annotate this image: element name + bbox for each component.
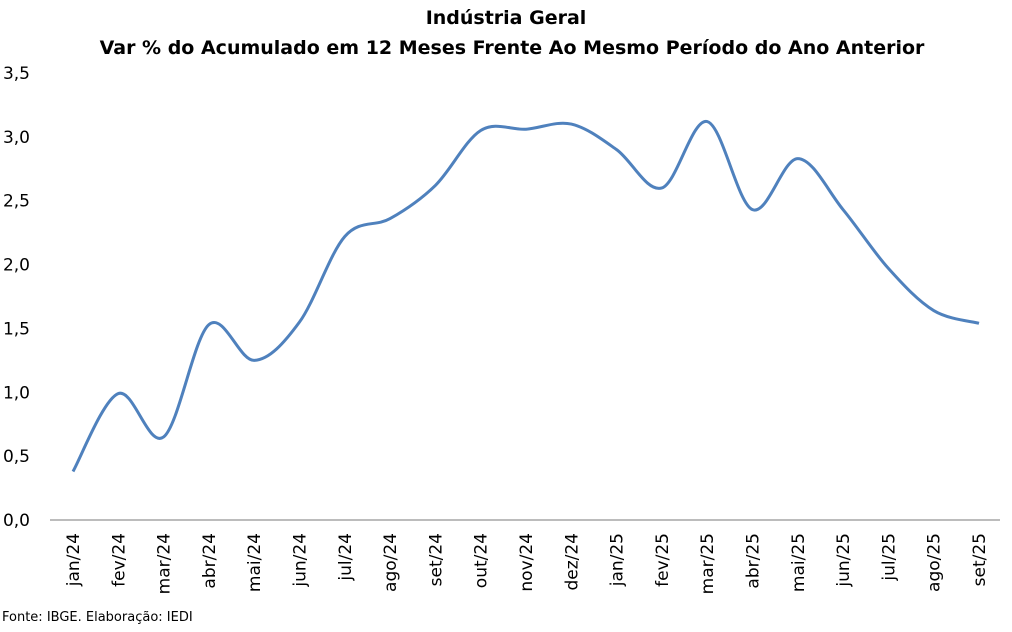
x-tick-label: abr/25 xyxy=(744,533,764,589)
x-tick-label: jul/25 xyxy=(879,533,899,582)
x-tick-label: dez/24 xyxy=(562,533,582,591)
y-tick-label: 0,5 xyxy=(3,447,30,467)
x-tick-label: nov/24 xyxy=(517,533,537,592)
y-tick-label: 2,0 xyxy=(3,256,30,276)
x-tick-label: jun/24 xyxy=(291,533,311,588)
x-tick-label: jun/25 xyxy=(834,533,854,588)
chart-title: Indústria Geral xyxy=(426,7,587,29)
x-tick-label: jan/24 xyxy=(64,533,84,587)
y-tick-label: 3,5 xyxy=(3,64,30,84)
x-tick-label: jan/25 xyxy=(608,533,628,587)
x-tick-label: abr/24 xyxy=(200,533,220,589)
x-tick-label: jul/24 xyxy=(336,533,356,582)
chart-subtitle: Var % do Acumulado em 12 Meses Frente Ao… xyxy=(100,37,925,59)
x-tick-label: fev/24 xyxy=(109,533,129,587)
x-tick-label: mai/24 xyxy=(245,533,265,592)
source-note: Fonte: IBGE. Elaboração: IEDI xyxy=(2,610,193,625)
x-tick-label: ago/24 xyxy=(381,533,401,592)
series-line-industria-geral xyxy=(71,120,980,473)
y-tick-label: 0,0 xyxy=(3,511,30,531)
x-tick-label: fev/25 xyxy=(653,533,673,587)
x-tick-label: mar/24 xyxy=(155,533,175,594)
y-tick-label: 1,5 xyxy=(3,319,30,339)
x-tick-label: mar/25 xyxy=(698,533,718,594)
y-tick-label: 1,0 xyxy=(3,383,30,403)
y-tick-label: 2,5 xyxy=(3,192,30,212)
x-tick-label: mai/25 xyxy=(789,533,809,592)
x-tick-label: ago/25 xyxy=(925,533,945,592)
x-tick-label: set/24 xyxy=(426,533,446,586)
x-tick-label: set/25 xyxy=(970,533,990,586)
x-tick-label: out/24 xyxy=(472,533,492,588)
y-tick-label: 3,0 xyxy=(3,128,30,148)
